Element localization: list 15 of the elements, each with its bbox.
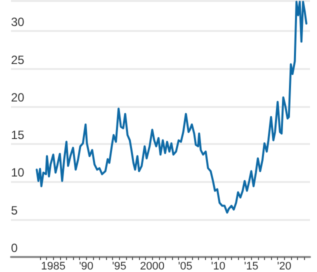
x-tick-label: '10 — [211, 260, 226, 272]
y-tick-label: 5 — [11, 203, 18, 218]
x-tick-label: 1985 — [41, 260, 66, 272]
y-tick-label: 0 — [11, 241, 18, 255]
y-tick-label: 25 — [11, 52, 25, 67]
x-tick-label: 2000 — [140, 260, 164, 272]
y-tick-label: 10 — [11, 166, 25, 180]
x-tick-label: '90 — [79, 260, 94, 272]
y-tick-label: 20 — [11, 90, 25, 104]
x-tick-label: '95 — [112, 260, 126, 272]
y-tick-label: 15 — [11, 128, 25, 142]
x-tick-label: '15 — [244, 260, 258, 272]
x-tick-label: '05 — [178, 260, 192, 272]
y-tick-label: 30 — [11, 15, 25, 30]
x-tick-label: '20 — [277, 260, 292, 272]
